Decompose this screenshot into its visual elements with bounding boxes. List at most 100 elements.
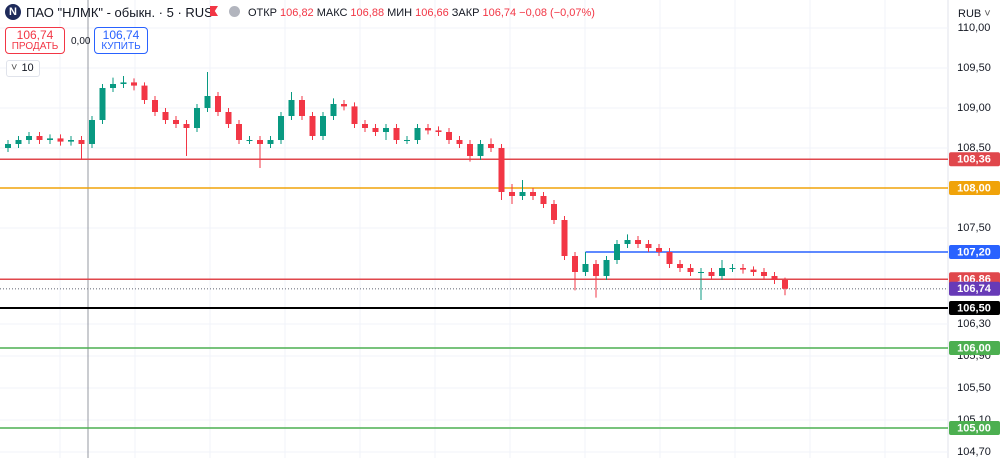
candle-body [540,196,547,204]
candle-body [771,276,778,280]
ohlc-value: 106,88 [350,7,385,19]
chevron: ˅ [984,8,991,20]
candle-body [299,100,305,116]
candle-body [141,85,148,100]
candle-body [593,264,599,276]
candle-body [131,82,137,86]
candle-body [36,136,43,140]
ohlc-value: 106,82 [280,7,314,19]
level-label: 105,00 [957,422,991,434]
candle-body [740,268,746,270]
ohlc-label: МИН [387,7,413,19]
ohlc-legend: ОТКР 106,82 МАКС 106,88 МИН 106,66 ЗАКР 106,74−… [248,7,598,19]
candle-body [446,132,452,140]
candle-body [666,252,673,264]
candle-body [110,84,116,88]
y-tick-label: 106,30 [957,318,991,330]
chevron: ˅ [11,62,18,74]
candle-body [687,268,694,272]
candle-body [456,140,463,144]
candle-body [614,244,620,260]
currency-select[interactable]: RUB ˅ [958,8,991,20]
ohlc-value: 106,66 [415,7,449,19]
candle-body [236,124,242,140]
ohlc-label: ЗАКР [451,7,480,19]
candle-body [645,244,652,248]
candle-body [5,144,11,148]
buy-price: 106,74 [102,28,140,42]
candle-body [509,192,515,196]
candle-body [320,116,326,136]
symbol-title[interactable]: ПАО "НЛМК" - обыкн. · 5 · RUS [26,5,213,20]
candle-body [488,144,494,148]
candle-body [467,144,473,156]
candle-body [47,138,53,140]
level-label: 108,36 [957,154,991,166]
candle-body [477,144,484,156]
y-tick-label: 110,00 [958,22,991,34]
candle-body [498,148,505,192]
level-label: 106,74 [957,283,992,295]
level-label-box [949,301,1000,315]
candle-body [572,256,578,272]
buy-button[interactable]: 106,74 КУПИТЬ [94,27,148,54]
candle-body [551,204,557,220]
candle-body [635,240,641,244]
flag-icon[interactable] [210,6,218,16]
candle-body [698,272,704,273]
level-label-box [949,181,1000,195]
candle-body [341,104,347,107]
candle-body [603,260,610,276]
candle-body [89,120,95,144]
candle-body [372,128,379,132]
candle-body [26,136,32,140]
ohlc-label: ОТКР [248,7,278,19]
level-label-box [949,341,1000,355]
spread: 0,00 [71,36,91,47]
level-label-box [949,245,1000,259]
candle-body [383,128,389,132]
price-axis [948,0,1000,458]
y-tick-label: 109,00 [957,102,991,114]
candle-body [435,130,442,132]
y-tick-label: 107,50 [957,222,991,234]
candle-body [215,96,221,112]
candle-body [362,124,368,128]
candle-body [404,140,410,141]
candle-body [278,116,284,140]
candle-body [719,268,725,276]
candle-body [782,280,788,289]
level-label-box [949,421,1000,435]
candle-body [656,248,662,252]
logo: N [5,4,21,20]
level-label: 106,50 [957,302,991,314]
candle-body [414,128,421,140]
candle-body [750,269,757,272]
level-label-box [949,152,1000,167]
level-label: 106,00 [957,342,991,354]
level-label: 108,00 [957,182,991,194]
y-tick-label: 108,50 [957,142,991,154]
candle-body [761,272,767,276]
candle-body [173,120,179,124]
candle-body [393,128,400,140]
candle-body [561,220,568,256]
candle-body [68,140,74,142]
ohlc-label: МАКС [316,7,348,19]
indicator-toggle[interactable]: ˅ 10 [6,60,40,77]
candle-body [425,128,431,131]
y-tick-label: 109,50 [957,62,991,74]
level-label: 107,20 [957,246,991,258]
candle-body [78,140,85,144]
level-label-box [949,281,1000,296]
hide-icon[interactable] [229,6,240,17]
candle-body [257,140,263,144]
candle-body [57,138,64,142]
candle-body [330,104,337,116]
candle-body [530,192,536,196]
sell-button[interactable]: 106,74 ПРОДАТЬ [5,27,65,54]
candle-body [267,140,274,144]
candle-body [152,100,158,112]
